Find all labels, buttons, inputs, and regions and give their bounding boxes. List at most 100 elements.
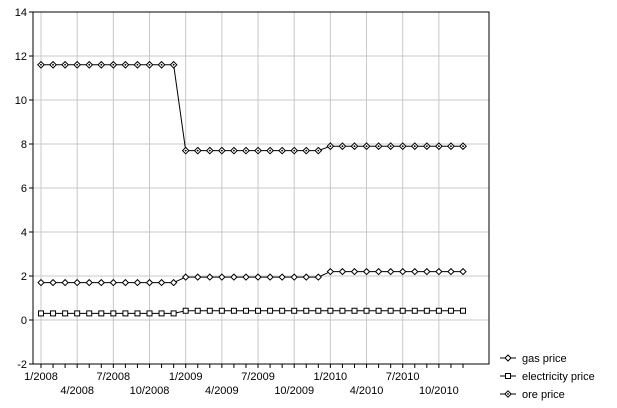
series-electricity-price bbox=[38, 307, 466, 317]
data-point-ore-price-dot bbox=[401, 145, 404, 148]
x-tick-label: 7/2008 bbox=[97, 371, 131, 383]
data-point-gas-price bbox=[97, 278, 105, 287]
data-point-ore-price-dot bbox=[269, 149, 271, 152]
data-point-gas-price bbox=[399, 267, 407, 276]
data-point-electricity-price bbox=[375, 307, 382, 314]
data-point-electricity-price bbox=[291, 307, 298, 314]
data-point-ore-price-dot bbox=[172, 63, 175, 66]
data-point-gas-price bbox=[157, 278, 166, 287]
data-point-gas-price bbox=[85, 278, 93, 287]
legend-label: gas price bbox=[522, 353, 567, 365]
x-tick-label: 10/2009 bbox=[274, 385, 314, 397]
series-layer bbox=[37, 60, 467, 317]
data-point-electricity-price bbox=[98, 310, 105, 317]
data-point-electricity-price bbox=[110, 310, 117, 317]
data-point-ore-price-dot bbox=[377, 145, 380, 148]
data-point-gas-price bbox=[230, 273, 238, 281]
data-point-electricity-price bbox=[267, 307, 274, 314]
data-point-electricity-price bbox=[194, 307, 201, 314]
y-axis: -2 0 2 4 6 8 10 12 14 bbox=[15, 7, 33, 371]
data-point-electricity-price bbox=[327, 307, 334, 314]
data-point-electricity-price bbox=[423, 307, 430, 314]
x-tick-label: 4/2008 bbox=[60, 385, 94, 397]
y-tick-label: 4 bbox=[21, 227, 27, 239]
data-point-ore-price-dot bbox=[88, 63, 91, 66]
data-point-ore-price-dot bbox=[76, 63, 79, 66]
data-point-gas-price bbox=[435, 267, 443, 276]
data-point-electricity-price bbox=[255, 307, 262, 314]
data-point-gas-price bbox=[266, 273, 274, 281]
data-point-electricity-price bbox=[303, 307, 310, 314]
data-point-ore-price-dot bbox=[329, 145, 332, 148]
data-point-gas-price bbox=[423, 267, 431, 276]
data-point-ore-price-dot bbox=[389, 145, 392, 148]
legend-item-ore-price: ore price bbox=[500, 389, 565, 401]
data-point-gas-price bbox=[121, 278, 130, 287]
data-point-electricity-price bbox=[206, 307, 213, 314]
data-point-electricity-price bbox=[50, 310, 57, 317]
legend-marker-dot bbox=[507, 393, 509, 395]
data-point-ore-price-dot bbox=[305, 149, 308, 152]
data-point-gas-price bbox=[459, 267, 467, 276]
data-point-electricity-price bbox=[447, 307, 454, 314]
data-point-ore-price-dot bbox=[196, 149, 199, 152]
data-point-ore-price-dot bbox=[317, 149, 320, 152]
data-point-electricity-price bbox=[122, 310, 129, 317]
data-point-ore-price-dot bbox=[64, 63, 67, 66]
legend-label: ore price bbox=[522, 389, 565, 401]
data-point-electricity-price bbox=[387, 307, 394, 314]
data-point-ore-price-dot bbox=[341, 145, 344, 148]
data-point-electricity-price bbox=[38, 310, 44, 317]
data-point-electricity-price bbox=[86, 310, 93, 317]
data-point-ore-price-dot bbox=[425, 145, 428, 148]
data-point-ore-price-dot bbox=[148, 63, 151, 66]
legend-marker bbox=[504, 354, 512, 362]
data-point-ore-price-dot bbox=[124, 63, 127, 66]
y-tick-label: 10 bbox=[15, 95, 27, 107]
data-point-electricity-price bbox=[170, 310, 177, 317]
data-point-gas-price bbox=[278, 273, 286, 281]
data-point-ore-price-dot bbox=[353, 145, 356, 148]
data-point-gas-price bbox=[49, 278, 57, 287]
data-point-electricity-price bbox=[230, 307, 237, 314]
data-point-ore-price-dot bbox=[245, 149, 247, 152]
data-point-electricity-price bbox=[218, 307, 225, 314]
data-point-electricity-price bbox=[146, 310, 153, 317]
legend-item-gas-price: gas price bbox=[500, 353, 567, 365]
data-point-ore-price-dot bbox=[220, 149, 223, 152]
data-point-electricity-price bbox=[411, 307, 418, 314]
data-point-electricity-price bbox=[242, 307, 249, 314]
data-point-electricity-price bbox=[134, 310, 141, 317]
data-point-gas-price bbox=[254, 273, 262, 281]
y-tick-label: 12 bbox=[15, 51, 27, 63]
series-gas-price bbox=[37, 267, 467, 287]
y-tick-label: 6 bbox=[21, 183, 27, 195]
x-tick-label: 4/2010 bbox=[350, 385, 384, 397]
data-point-ore-price-dot bbox=[281, 149, 284, 152]
y-tick-label: -2 bbox=[17, 359, 27, 371]
data-point-ore-price-dot bbox=[233, 149, 235, 152]
x-tick-label: 10/2008 bbox=[130, 385, 170, 397]
x-tick-label: 1/2008 bbox=[24, 371, 58, 383]
data-point-gas-price bbox=[302, 273, 310, 281]
data-point-gas-price bbox=[206, 273, 214, 281]
data-point-ore-price-dot bbox=[413, 145, 416, 148]
data-point-gas-price bbox=[338, 267, 347, 276]
data-point-gas-price bbox=[447, 267, 455, 276]
data-point-gas-price bbox=[350, 267, 359, 276]
data-point-electricity-price bbox=[460, 307, 466, 314]
x-tick-label: 10/2010 bbox=[419, 385, 459, 397]
data-point-gas-price bbox=[290, 273, 298, 281]
data-point-ore-price-dot bbox=[462, 145, 464, 148]
data-point-ore-price-dot bbox=[365, 145, 368, 148]
series-line-gas-price bbox=[41, 271, 463, 284]
data-point-gas-price bbox=[73, 278, 81, 287]
data-point-electricity-price bbox=[158, 310, 165, 317]
data-point-electricity-price bbox=[339, 307, 346, 314]
data-point-ore-price-dot bbox=[40, 63, 42, 66]
data-point-gas-price bbox=[314, 273, 323, 281]
data-point-electricity-price bbox=[315, 307, 322, 314]
data-point-electricity-price bbox=[74, 310, 81, 317]
data-point-gas-price bbox=[145, 278, 154, 287]
data-point-ore-price-dot bbox=[450, 145, 452, 148]
